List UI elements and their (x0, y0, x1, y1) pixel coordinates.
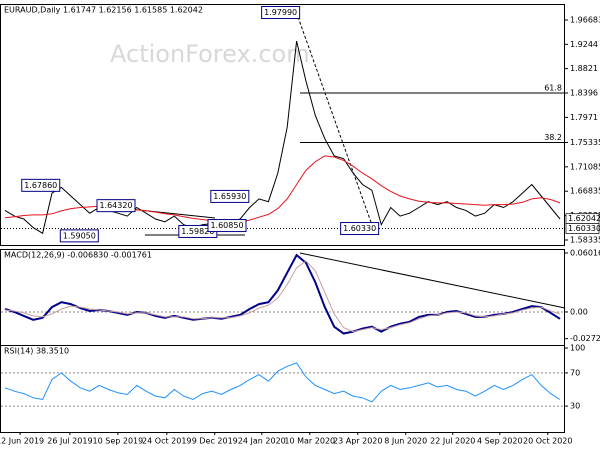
y-tick-label: 1.8396 (570, 88, 598, 97)
trendline (297, 16, 373, 226)
x-tick-label: 24 Jan 2020 (238, 437, 286, 446)
series-line (4, 260, 561, 333)
annotation-label: 1.59050 (63, 231, 96, 240)
fib-label: 38.2 (544, 133, 562, 142)
annotation-box (207, 219, 247, 233)
fib-label: 61.8 (544, 83, 562, 92)
annotation-label: 1.60850 (210, 221, 243, 230)
price-box (565, 223, 600, 234)
y-tick-label: 1.96683 (570, 16, 600, 25)
x-tick-label: 8 Jun 2020 (384, 437, 427, 446)
chart-title: EURAUD,Daily 1.61747 1.62156 1.61585 1.6… (4, 6, 203, 15)
annotation-box (261, 6, 301, 20)
annotation-label: 1.64320 (99, 201, 132, 210)
macd-trendline (299, 252, 566, 309)
rsi-panel (0, 345, 565, 433)
y-tick-label: 1.75335 (570, 138, 600, 147)
price-label: 1.60330 (568, 224, 600, 233)
annotation-label: 1.67860 (24, 181, 57, 190)
annotation-box (21, 178, 61, 192)
y-tick-label: 1.7971 (570, 113, 598, 122)
annotation-label: 1.59820 (181, 227, 214, 236)
annotation-box (96, 199, 136, 213)
y-tick-label: -0.02725 (570, 334, 600, 343)
annotation-label: 1.97990 (264, 8, 297, 17)
x-tick-label: 12 Jun 2019 (0, 437, 44, 446)
annotation-box (340, 222, 380, 236)
x-tick-label: 10 Sep 2019 (93, 437, 144, 446)
x-tick-label: 26 Jul 2019 (47, 437, 92, 446)
y-tick-label: 100 (570, 344, 585, 353)
x-tick-label: 10 Mar 2020 (284, 437, 335, 446)
rsi-title: RSI(14) 38.3510 (4, 347, 69, 356)
y-tick-label: 1.66835 (570, 187, 600, 196)
x-tick-label: 4 Sep 2020 (477, 437, 523, 446)
annotation-label: 1.60330 (343, 224, 376, 233)
x-tick-label: 23 Apr 2020 (333, 437, 382, 446)
annotation-box (210, 189, 250, 203)
x-tick-label: 22 Jul 2020 (430, 437, 475, 446)
x-tick-label: 9 Dec 2019 (192, 437, 238, 446)
y-tick-label: 0.060165 (570, 248, 600, 257)
price-label: 1.62042 (568, 214, 600, 223)
macd-title: MACD(12,26,9) -0.006830 -0.001761 (4, 251, 152, 260)
y-tick-label: 1.58335 (570, 235, 600, 244)
y-tick-label: 0.00 (570, 307, 588, 316)
watermark: ActionForex.com (110, 40, 310, 68)
y-tick-label: 1.9244 (570, 40, 598, 49)
series-line (4, 362, 561, 403)
price-panel (0, 4, 565, 246)
y-tick-label: 1.8821 (570, 64, 598, 73)
y-tick-label: 70 (570, 368, 580, 377)
y-tick-label: 30 (570, 402, 580, 411)
x-tick-label: 24 Oct 2019 (142, 437, 191, 446)
x-tick-label: 20 Oct 2020 (523, 437, 572, 446)
annotation-box (59, 229, 99, 243)
y-tick-label: 1.71085 (570, 162, 600, 171)
annotation-label: 1.65930 (213, 192, 246, 201)
